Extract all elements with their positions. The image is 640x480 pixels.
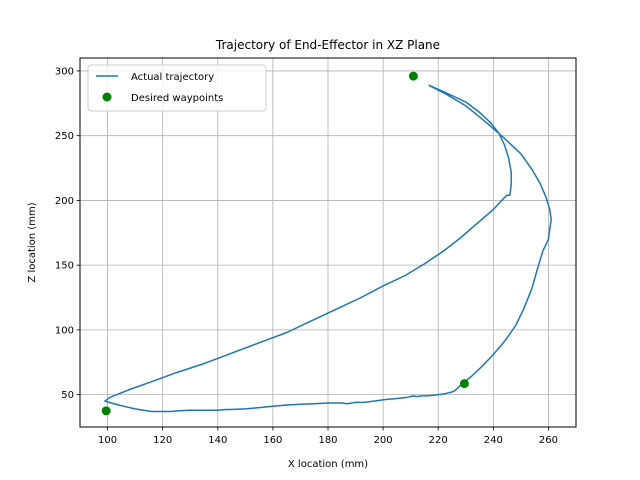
x-tick-label: 180	[318, 435, 337, 446]
legend-box	[87, 64, 267, 112]
x-tick-label: 120	[153, 435, 172, 446]
legend: Actual trajectory Desired waypoints	[87, 64, 267, 112]
legend-entry-actual-trajectory: Actual trajectory	[131, 72, 214, 83]
y-tick-label: 250	[55, 131, 74, 142]
chart-title: Trajectory of End-Effector in XZ Plane	[215, 38, 440, 52]
x-tick-label: 220	[429, 435, 448, 446]
axis-ticks: 100 120 140 160 180 200 220 240 260 50 100 150 200 25…	[55, 66, 558, 446]
x-tick-label: 100	[98, 435, 117, 446]
actual-trajectory-line	[104, 84, 552, 413]
legend-entry-desired-waypoints: Desired waypoints	[131, 93, 223, 104]
waypoint-marker	[408, 71, 418, 81]
x-tick-label: 200	[374, 435, 393, 446]
plot-data	[101, 71, 552, 416]
grid-lines	[80, 58, 576, 427]
x-tick-label: 160	[263, 435, 282, 446]
x-axis-label: X location (mm)	[288, 459, 368, 470]
x-tick-label: 240	[484, 435, 503, 446]
y-tick-label: 200	[55, 196, 74, 207]
legend-marker-swatch	[102, 92, 112, 102]
y-tick-label: 150	[55, 261, 74, 272]
y-tick-label: 50	[61, 390, 74, 401]
waypoint-marker	[459, 379, 469, 389]
x-tick-label: 140	[208, 435, 227, 446]
y-tick-label: 100	[55, 325, 74, 336]
x-tick-label: 260	[539, 435, 558, 446]
y-axis-label: Z location (mm)	[27, 202, 38, 282]
waypoint-marker	[101, 406, 111, 416]
y-tick-label: 300	[55, 66, 74, 77]
